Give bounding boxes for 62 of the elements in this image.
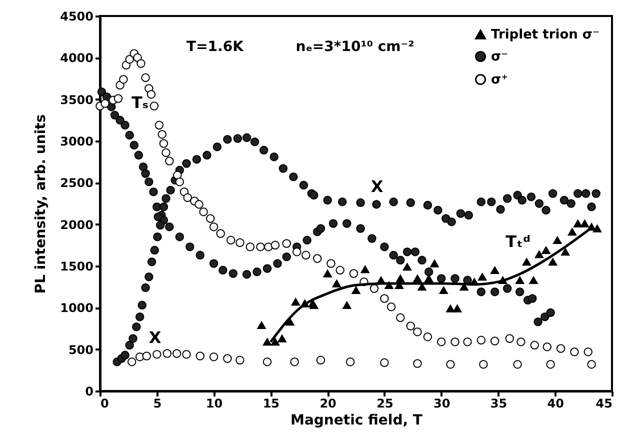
point — [257, 321, 266, 330]
y-tick-label: 0 — [85, 384, 94, 398]
annotation: X — [370, 177, 384, 196]
point — [452, 304, 462, 312]
point — [430, 260, 439, 268]
point — [490, 266, 500, 274]
legend-label: σ⁺ — [491, 72, 508, 88]
point — [548, 258, 558, 266]
point — [478, 272, 487, 281]
point — [439, 286, 448, 294]
point — [573, 220, 582, 228]
y-tick-label: 2500 — [60, 176, 94, 190]
annotation: nₑ=3*10¹⁰ cm⁻² — [296, 39, 414, 55]
x-tick-label: 15 — [262, 396, 280, 410]
x-tick-label: 45 — [596, 396, 612, 410]
annotation: Tₛ — [131, 93, 149, 112]
x-tick-label: 20 — [320, 396, 336, 410]
y-tick-label: 3500 — [60, 92, 94, 107]
legend-label: σ⁻ — [491, 50, 508, 64]
point — [568, 228, 577, 236]
y-tick-label: 500 — [68, 342, 94, 357]
x-tick-label: 40 — [547, 396, 564, 410]
point — [560, 248, 570, 256]
point — [446, 304, 455, 312]
point — [592, 224, 602, 232]
point — [360, 265, 370, 274]
y-tick-label: 1000 — [60, 301, 94, 316]
point — [291, 298, 300, 306]
x-tick-label: 0 — [100, 396, 109, 410]
point — [534, 250, 544, 258]
y-axis-title: PL intensity, arb. units — [33, 114, 50, 294]
point — [396, 274, 405, 282]
y-tick-label: 2000 — [60, 218, 94, 232]
x-axis-title: Magnetic field, T — [290, 412, 423, 428]
point — [323, 270, 332, 278]
point — [342, 301, 352, 310]
point — [529, 276, 538, 284]
point — [413, 274, 422, 282]
point — [553, 236, 562, 244]
annotation: T=1.6K — [186, 39, 245, 55]
point — [262, 338, 272, 346]
y-tick-label: 4500 — [60, 10, 94, 24]
x-tick-label: 30 — [433, 396, 450, 410]
y-tick-label: 4000 — [60, 51, 94, 66]
point — [522, 258, 532, 266]
point — [332, 280, 342, 288]
annotation: Tₜᵈ — [506, 232, 530, 251]
point — [515, 276, 524, 284]
point — [352, 286, 360, 294]
x-tick-label: 10 — [206, 396, 223, 410]
point — [278, 334, 286, 342]
x-tick-label: 25 — [376, 396, 394, 410]
y-tick-label: 1500 — [60, 260, 94, 274]
legend-label: Triplet trion σ⁻ — [491, 28, 600, 42]
y-tick-label: 3000 — [60, 134, 94, 148]
point — [580, 220, 590, 228]
x-tick-label: 5 — [153, 396, 162, 410]
x-tick-label: 35 — [490, 396, 508, 410]
annotation: X — [148, 328, 162, 347]
point — [270, 338, 280, 346]
point — [542, 246, 550, 254]
point — [402, 262, 412, 271]
